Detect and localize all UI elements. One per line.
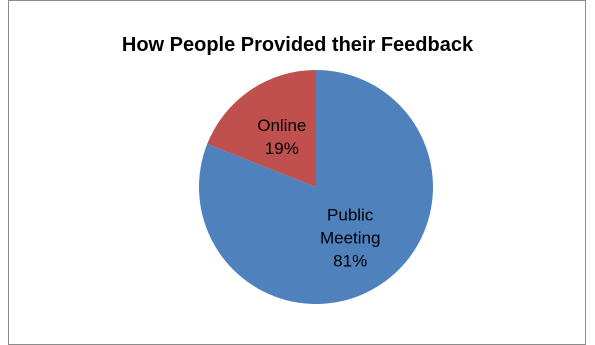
pie-label-online: Online 19% xyxy=(257,116,306,158)
chart-title: How People Provided their Feedback xyxy=(121,34,474,56)
pie-label-public-meeting: Public Meeting 81% xyxy=(320,205,380,270)
pie-slice-online xyxy=(207,69,316,187)
